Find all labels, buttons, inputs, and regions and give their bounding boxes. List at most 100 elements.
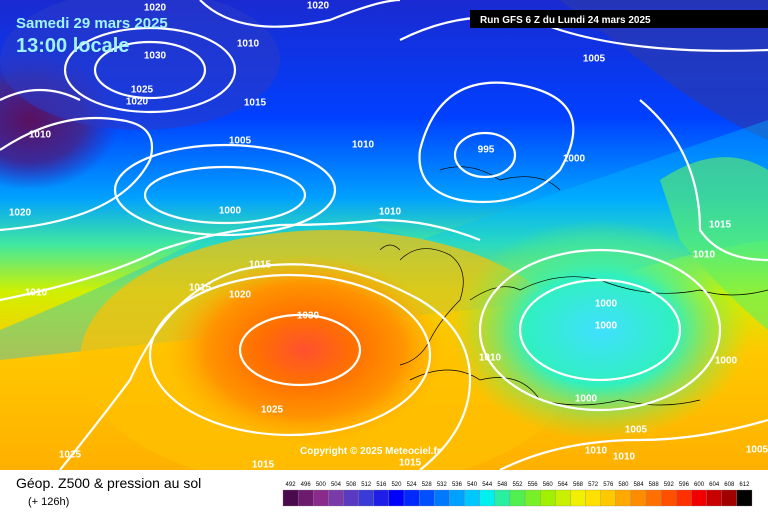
- run-box: [470, 10, 768, 28]
- legend-label: 580: [618, 482, 629, 488]
- isobar-label: 1010: [693, 250, 716, 261]
- legend-swatch: [615, 489, 632, 507]
- run-info: Run GFS 6 Z du Lundi 24 mars 2025: [480, 15, 651, 26]
- legend-label: 552: [512, 482, 523, 488]
- legend-swatch: [509, 489, 526, 507]
- legend-swatch: [540, 489, 556, 507]
- legend-label: 532: [437, 482, 448, 488]
- legend-swatch: [343, 489, 359, 507]
- isobar-label: 1015: [709, 220, 732, 231]
- legend-swatch: [373, 489, 390, 507]
- legend-label: 548: [497, 482, 508, 488]
- legend-swatch: [388, 489, 405, 507]
- legend-label: 512: [361, 482, 372, 488]
- isobar-label: 1015: [399, 458, 422, 469]
- legend-swatch: [600, 489, 616, 507]
- legend-swatch: [479, 489, 495, 507]
- legend-swatch: [676, 489, 692, 507]
- legend-label: 516: [376, 482, 387, 488]
- legend-label: 568: [573, 482, 584, 488]
- legend-swatch: [691, 489, 707, 507]
- isobar-label: 1025: [59, 450, 82, 461]
- legend-label: 608: [724, 482, 735, 488]
- isobar-label: 1015: [249, 260, 272, 271]
- legend-label: 500: [316, 482, 327, 488]
- isobar-label: 1010: [585, 446, 608, 457]
- legend-swatch: [570, 489, 586, 507]
- isobar-label: 1020: [144, 3, 167, 14]
- copyright: Copyright © 2025 Meteociel.fr: [300, 446, 441, 457]
- legend-label: 504: [331, 482, 342, 488]
- legend-label: 520: [391, 482, 402, 488]
- isobar-label: 1025: [261, 405, 284, 416]
- legend-label: 604: [709, 482, 720, 488]
- legend-label: 556: [528, 482, 539, 488]
- isobars: [0, 0, 768, 470]
- legend-label: 528: [422, 482, 433, 488]
- legend-swatch: [555, 489, 571, 507]
- legend-swatch: [736, 489, 753, 507]
- legend-label: 540: [467, 482, 478, 488]
- isobar-label: 1000: [219, 206, 242, 217]
- legend-label: 508: [346, 482, 357, 488]
- legend-swatch: [282, 489, 299, 507]
- legend: 492 496 500 504 508 512 516 520 524 528 532 536 540 5…: [282, 482, 753, 507]
- legend-label: 524: [407, 482, 418, 488]
- isobar-label: 1020: [126, 97, 149, 108]
- isobar-label: 1005: [625, 425, 648, 436]
- legend-label: 600: [694, 482, 705, 488]
- legend-label: 544: [482, 482, 493, 488]
- legend-swatch: [297, 489, 314, 507]
- isobar-label: 1015: [244, 98, 267, 109]
- legend-label: 588: [649, 482, 660, 488]
- legend-swatch: [661, 489, 677, 507]
- legend-label: 596: [679, 482, 690, 488]
- legend-label: 612: [739, 482, 750, 488]
- isobar-label: 1020: [9, 208, 32, 219]
- legend-swatch: [645, 489, 662, 507]
- isobar-label: 1010: [29, 130, 52, 141]
- isobar-label: 1005: [746, 445, 768, 456]
- legend-label: 592: [664, 482, 675, 488]
- field: [0, 0, 768, 490]
- time: 13:00 locale: [16, 35, 129, 57]
- caption-lead: (+ 126h): [28, 496, 69, 508]
- legend-swatch: [358, 489, 374, 507]
- legend-label: 536: [452, 482, 463, 488]
- isobar-label: 1005: [583, 54, 606, 65]
- legend-swatch: [494, 489, 511, 507]
- isobar-label: 1000: [575, 394, 598, 405]
- isobar-label: 995: [478, 145, 495, 156]
- isobar-label: 1015: [252, 460, 275, 471]
- legend-label: 572: [588, 482, 599, 488]
- isobar-label: 1010: [25, 288, 48, 299]
- legend-label: 496: [301, 482, 312, 488]
- legend-swatch: [328, 489, 344, 507]
- legend-swatch: [585, 489, 601, 507]
- legend-label: 564: [558, 482, 569, 488]
- isobar-label: 1010: [379, 207, 402, 218]
- legend-swatch: [464, 489, 480, 507]
- legend-swatch: [721, 489, 738, 507]
- isobar-label: 1030: [144, 51, 167, 62]
- legend-label: 584: [634, 482, 645, 488]
- legend-swatch: [524, 489, 541, 507]
- caption-title: Géop. Z500 & pression au sol: [16, 475, 201, 491]
- date: Samedi 29 mars 2025: [16, 15, 168, 32]
- legend-label: 560: [543, 482, 554, 488]
- isobar-label: 1025: [131, 85, 154, 96]
- isobar-label: 1030: [297, 311, 320, 322]
- legend-swatch: [706, 489, 722, 507]
- isobar-label: 1020: [307, 1, 330, 12]
- legend-swatch: [434, 489, 450, 507]
- isobar-label: 1010: [479, 353, 502, 364]
- isobar-label: 1020: [229, 290, 252, 301]
- legend-swatch: [449, 489, 465, 507]
- isobar-label: 1010: [352, 140, 375, 151]
- legend-label: 576: [603, 482, 614, 488]
- isobar-label: 1000: [563, 154, 586, 165]
- isobar-label: 1000: [595, 299, 618, 310]
